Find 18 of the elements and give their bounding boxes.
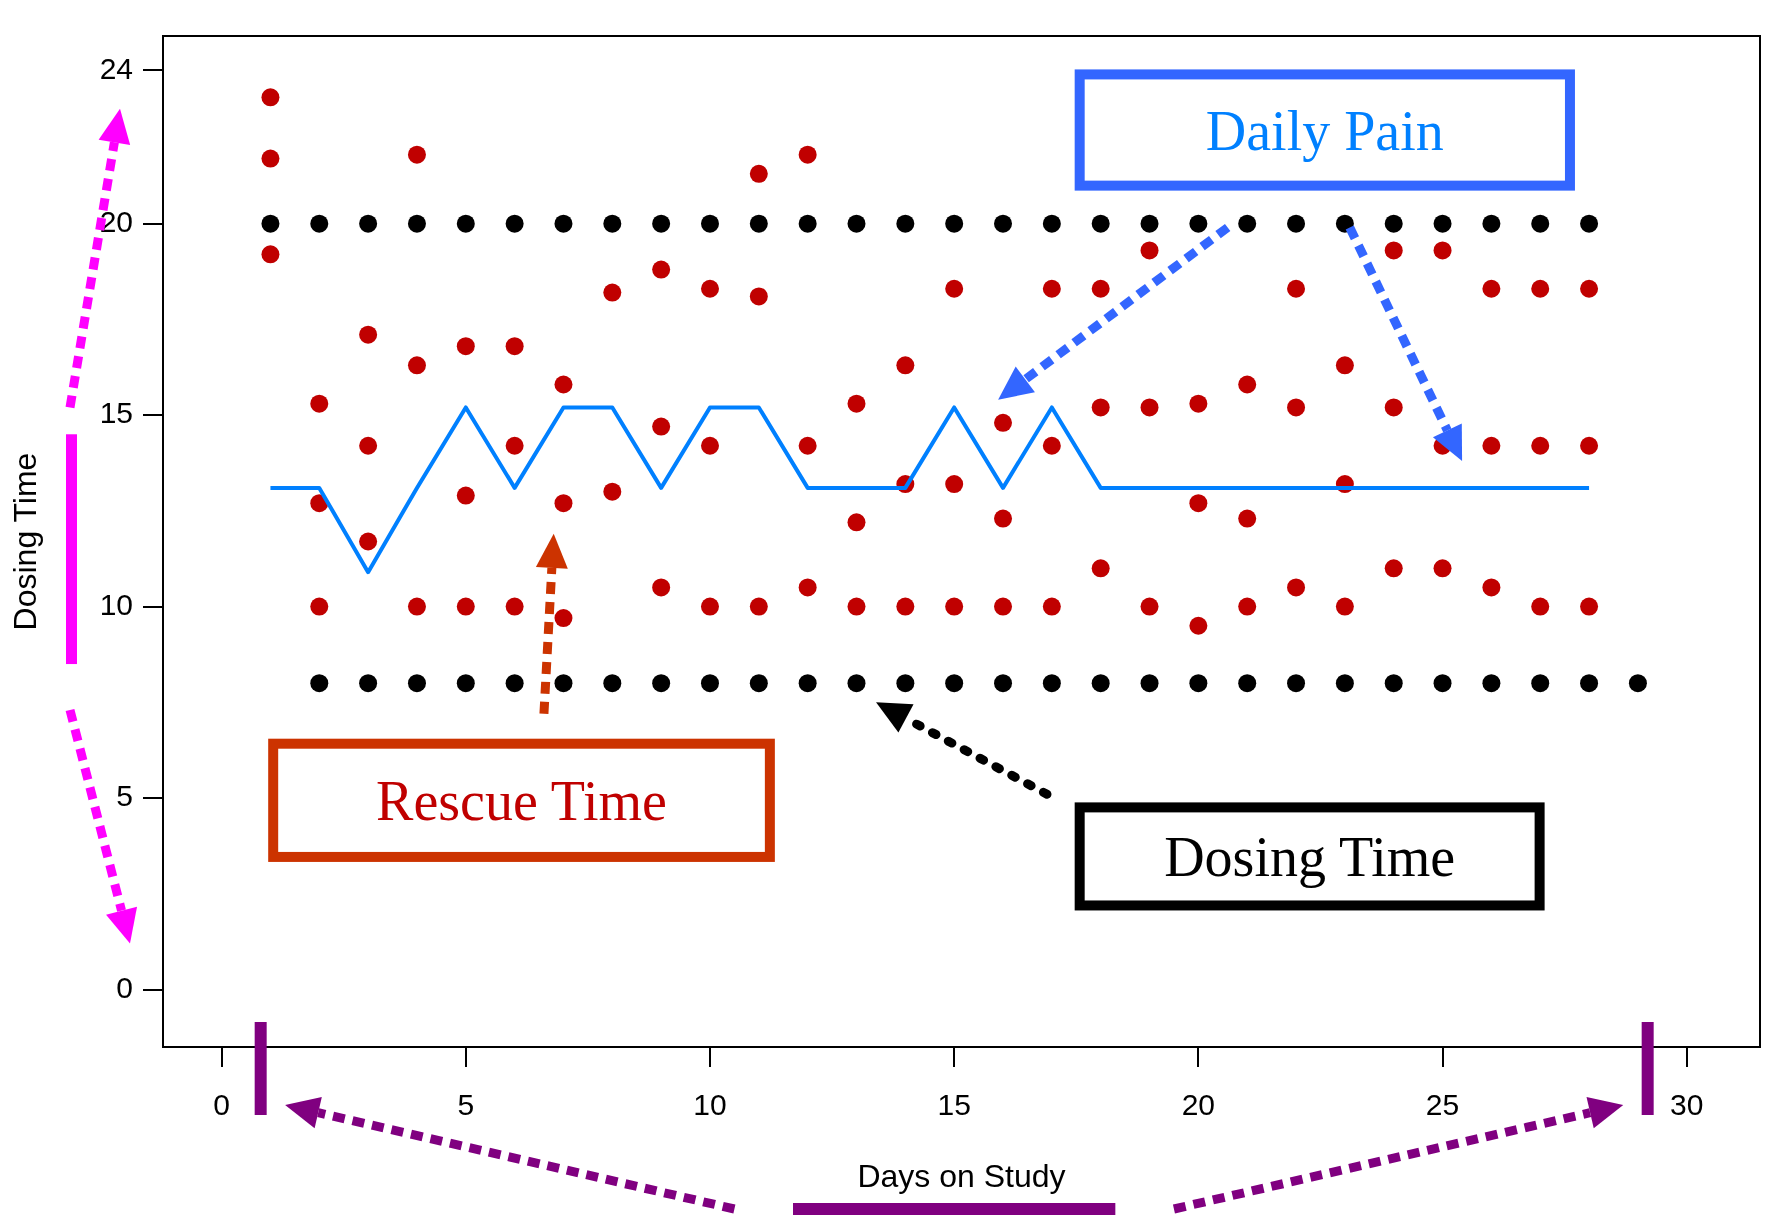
y-tick-label: 15 — [99, 396, 133, 430]
y-tick-label: 20 — [99, 204, 133, 238]
x-tick-label: 10 — [693, 1088, 727, 1122]
x-tick-label: 30 — [1670, 1088, 1704, 1122]
y-tick-label: 5 — [116, 779, 133, 813]
y-tick-label: 10 — [99, 587, 133, 621]
y-tick-label: 24 — [99, 51, 133, 85]
text: Dosing Time — [1164, 826, 1456, 889]
x-tick-label: 15 — [937, 1088, 971, 1122]
x-tick-label: 25 — [1425, 1088, 1460, 1122]
text: Rescue Time — [376, 770, 667, 833]
x-tick-label: 5 — [457, 1088, 475, 1122]
x-tick-label: 20 — [1181, 1088, 1216, 1122]
y-axis-title: Dosing Time — [7, 452, 44, 631]
x-axis-title: Days on Study — [857, 1157, 1066, 1194]
y-tick-label: 0 — [116, 970, 133, 1004]
text: Daily Pain — [1205, 100, 1444, 163]
x-tick-label: 0 — [213, 1088, 230, 1122]
